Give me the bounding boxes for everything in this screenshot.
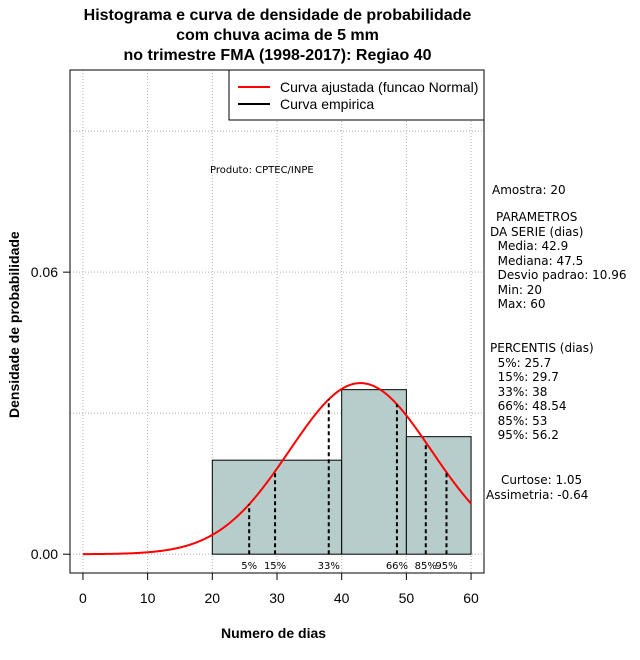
normal-fit-curve [82,382,472,556]
x-tick-label: 50 [399,590,415,606]
percentile-label: 15% [264,561,286,572]
percentile-33: 33%: 38 [490,384,548,399]
percentile-label: 33% [318,561,340,572]
y-tick-label: 0.06 [31,264,58,280]
x-tick-label: 20 [205,590,221,606]
histogram-bar [211,459,343,555]
y-tick-label: 0.00 [31,546,58,562]
percentile-15: 15%: 29.7 [490,370,559,384]
sample-size-text: Amostra: 20 [492,183,566,197]
percentile-85: 85%: 53 [490,413,548,428]
percentile-label: 85% [415,561,437,572]
param-min: Min: 20 [490,282,543,297]
percentile-label: 5% [241,561,257,572]
legend-label: Curva ajustada (funcao Normal) [280,79,478,95]
percentiles-block: PERCENTIS (dias) 5%: 25.7 15%: 29.7 33%:… [490,341,594,443]
legend-box [228,69,485,121]
parameters-heading-2: DA SERIE (dias) [490,224,584,239]
param-median: Mediana: 47.5 [490,253,584,268]
x-axis-label: Numero de dias [221,625,327,641]
kurtosis-text: Curtose: 1.05 [501,473,583,487]
series-parameters-block: PARAMETROS DA SERIE (dias) Media: 42.9 M… [490,210,627,312]
legend-label: Curva empirica [280,96,374,112]
chart-title-line-1: Histograma e curva de densidade de proba… [83,7,472,24]
param-mean: Media: 42.9 [490,239,569,253]
percentiles-heading: PERCENTIS (dias) [490,341,594,355]
product-annotation: Produto: CPTEC/INPE [210,165,314,176]
parameters-heading-1: PARAMETROS [496,210,578,224]
legend: Curva ajustada (funcao Normal)Curva empi… [228,69,485,121]
skewness-text: Assimetria: -0.64 [486,488,589,502]
percentile-label: 95% [435,561,457,572]
histogram-bar [405,436,472,555]
percentile-95: 95%: 56.2 [490,428,559,442]
percentile-5: 5%: 25.7 [490,355,552,370]
chart-title-line-2: com chuva acima de 5 mm [176,27,379,44]
x-tick-label: 10 [140,590,156,606]
x-tick-label: 0 [79,590,87,606]
percentile-66: 66%: 48.54 [490,399,567,413]
param-max: Max: 60 [490,297,546,311]
chart-title-line-3: no trimestre FMA (1998-2017): Regiao 40 [123,47,432,64]
x-tick-label: 40 [334,590,350,606]
percentile-label: 66% [386,561,408,572]
x-tick-label: 30 [269,590,285,606]
x-tick-label: 60 [463,590,479,606]
y-axis-label: Densidade de probabilidade [6,231,22,418]
param-std-dev: Desvio padrao: 10.96 [490,268,627,282]
